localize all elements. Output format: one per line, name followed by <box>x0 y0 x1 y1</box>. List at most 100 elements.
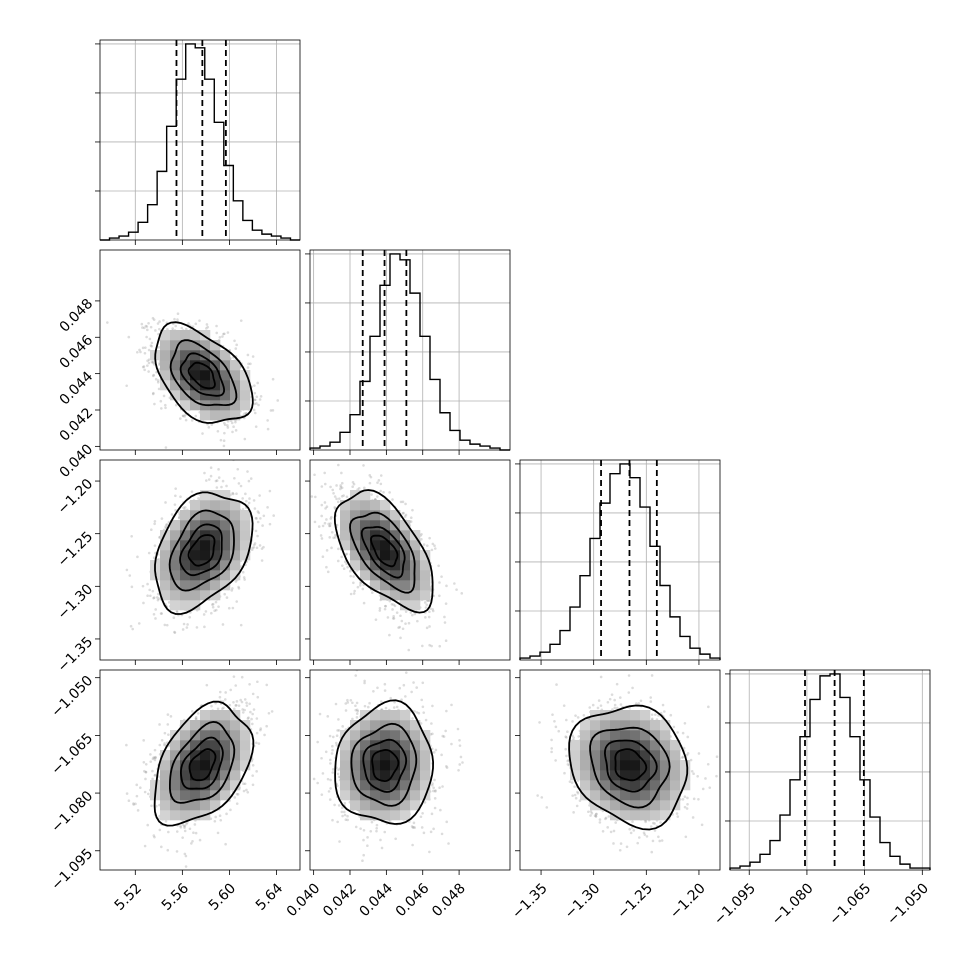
scatter-point <box>252 708 256 711</box>
scatter-point <box>242 576 246 579</box>
density-cell <box>200 370 211 381</box>
scatter-point <box>174 324 178 328</box>
density-cell <box>210 530 221 541</box>
scatter-point <box>332 491 335 495</box>
scatter-point <box>319 534 323 537</box>
scatter-point <box>187 322 190 325</box>
scatter-point <box>433 544 436 548</box>
scatter-point <box>359 581 362 585</box>
scatter-point <box>329 517 333 520</box>
scatter-point <box>329 485 332 489</box>
scatter-point <box>362 464 365 467</box>
scatter-point <box>174 487 177 490</box>
density-cell <box>230 380 241 391</box>
density-cell <box>410 550 421 561</box>
density-cell <box>220 500 231 511</box>
density-cell <box>200 580 211 591</box>
density-cell <box>160 540 171 551</box>
scatter-point <box>234 347 238 350</box>
scatter-point <box>153 544 157 547</box>
density-cell <box>220 350 231 361</box>
density-cell <box>240 390 251 401</box>
scatter-point <box>304 519 307 522</box>
scatter-point <box>253 398 257 402</box>
scatter-point <box>236 467 240 471</box>
density-cell <box>360 570 371 581</box>
scatter-point <box>333 536 337 539</box>
scatter-point <box>235 343 238 347</box>
density-cell <box>400 560 411 571</box>
scatter-point <box>348 569 352 573</box>
density-cell <box>410 600 421 611</box>
scatter-point <box>335 523 339 527</box>
scatter-point <box>323 521 327 525</box>
histogram-step <box>100 43 300 241</box>
contour-line <box>179 523 223 577</box>
scatter-point <box>392 614 395 618</box>
scatter-point <box>151 589 155 593</box>
scatter-point <box>409 520 413 523</box>
density-cell <box>420 590 431 601</box>
scatter-point <box>144 324 148 328</box>
scatter-point <box>253 391 257 395</box>
scatter-point <box>424 606 428 609</box>
scatter-point <box>146 582 149 586</box>
density-cell <box>230 390 241 401</box>
scatter-point <box>234 429 238 432</box>
density-cell <box>180 570 191 581</box>
scatter-point <box>444 602 448 605</box>
scatter-point <box>433 547 437 550</box>
scatter-point <box>416 619 419 623</box>
scatter-point <box>337 547 340 551</box>
scatter-point <box>247 362 250 366</box>
hist-panel-3 <box>725 669 931 875</box>
hist-frame <box>729 669 931 871</box>
density-cell <box>160 360 171 371</box>
scatter-point <box>330 515 333 519</box>
scatter-point <box>340 555 343 559</box>
scatter-point <box>136 555 139 559</box>
density-cell <box>170 340 181 351</box>
scatter-point <box>214 608 218 612</box>
density-cell <box>240 370 251 381</box>
density-cell <box>170 330 181 341</box>
density-cell <box>340 500 351 511</box>
scatter-point <box>183 506 187 509</box>
contour-line <box>168 509 235 592</box>
density-cell <box>240 530 251 541</box>
contour-line <box>179 352 226 397</box>
scatter-point <box>167 601 171 604</box>
scatter-point <box>325 505 329 509</box>
density-cell <box>160 330 171 341</box>
scatter-point <box>190 490 194 493</box>
scatter-point <box>194 414 198 418</box>
scatter-point <box>210 423 214 426</box>
density-cell <box>210 570 221 581</box>
scatter-point <box>237 585 240 589</box>
scatter-point <box>276 399 280 402</box>
histogram-step <box>519 463 721 660</box>
scatter-point <box>163 403 167 407</box>
hist-panel-2 <box>515 459 721 665</box>
scatter-point <box>401 500 405 504</box>
density-cell <box>230 520 241 531</box>
scatter-point <box>143 351 147 355</box>
scatter-point <box>145 325 149 328</box>
scatter-point <box>345 562 348 566</box>
density-cell <box>210 580 221 591</box>
scatter-point <box>232 425 235 429</box>
density-cell <box>220 520 231 531</box>
scatter-point <box>399 636 402 640</box>
density-cell <box>340 540 351 551</box>
scatter-point <box>152 391 155 395</box>
scatter-point <box>420 537 423 541</box>
scatter-point <box>227 606 231 610</box>
scatter-point <box>215 479 219 482</box>
density-cell <box>220 410 231 421</box>
density-cell <box>210 340 221 351</box>
scatter-point <box>424 616 427 619</box>
scatter-point <box>173 630 176 634</box>
scatter-point <box>352 592 356 595</box>
density-cell <box>360 530 371 541</box>
density-cell <box>190 590 201 601</box>
